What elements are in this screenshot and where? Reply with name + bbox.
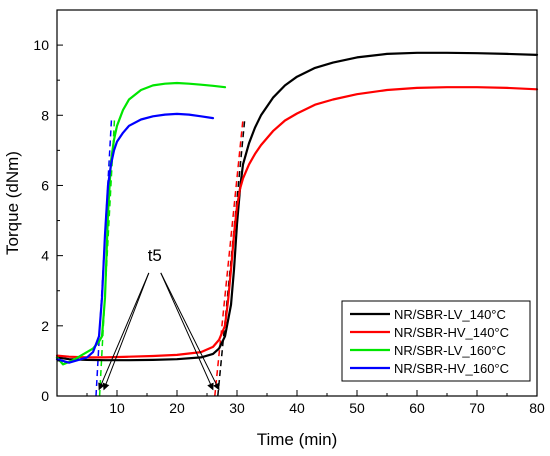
x-tick-label-6: 60	[409, 400, 425, 416]
series-line-4	[55, 112, 215, 364]
tangent-line-4	[217, 118, 246, 397]
legend-label-1: NR/SBR-LV_140°C	[394, 307, 506, 322]
y-tick-label-2: 2	[41, 318, 49, 334]
x-tick-label-2: 20	[169, 400, 185, 416]
x-tick-label-4: 40	[289, 400, 305, 416]
x-tick-label-1: 10	[109, 400, 125, 416]
annotation-t5-label: t5	[148, 246, 162, 265]
x-tick-label-3: 30	[229, 400, 245, 416]
y-tick-label-3: 4	[41, 248, 49, 264]
y-tick-label-6: 10	[33, 37, 49, 53]
legend: NR/SBR-LV_140°C NR/SBR-HV_140°C NR/SBR-LV_…	[341, 300, 531, 382]
annotation-arrow-1	[98, 272, 150, 391]
series-line-3	[55, 81, 227, 366]
series-line-2	[55, 86, 539, 359]
x-axis-label: Time (min)	[257, 430, 338, 449]
x-tick-label-7: 70	[469, 400, 485, 416]
plot-content: t5	[55, 51, 539, 397]
tangent-line-1	[95, 116, 113, 397]
tangent-line-3	[214, 118, 244, 397]
y-axis-label: Torque (dNm)	[3, 151, 22, 255]
legend-label-3: NR/SBR-LV_160°C	[394, 343, 506, 358]
x-tick-label-5: 50	[349, 400, 365, 416]
series-line-1	[55, 51, 539, 362]
legend-label-2: NR/SBR-HV_140°C	[394, 325, 509, 340]
annotation-arrow-3	[160, 272, 214, 391]
annotation-arrow-4	[160, 272, 220, 391]
y-tick-label-4: 6	[41, 177, 49, 193]
annotation-arrow-2	[102, 272, 150, 391]
y-tick-label-1: 0	[41, 388, 49, 404]
legend-label-4: NR/SBR-HV_160°C	[394, 361, 509, 376]
y-tick-label-5: 8	[41, 107, 49, 123]
axis-ticks: 10 20 30 40 50 60 70 80 0 2 4 6 8 10	[33, 37, 545, 416]
x-tick-label-8: 80	[529, 400, 545, 416]
